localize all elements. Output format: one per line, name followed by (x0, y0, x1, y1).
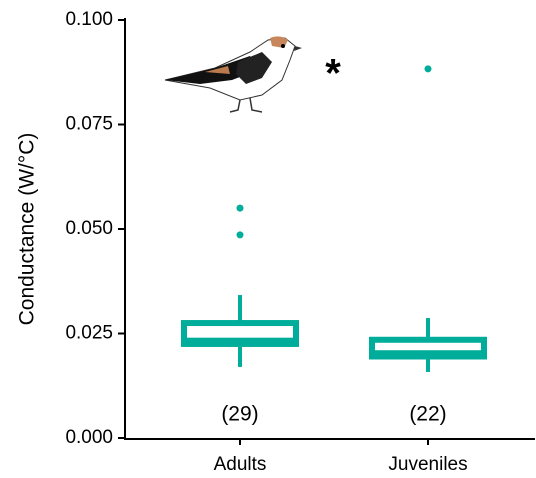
x-tick-label: Adults (214, 454, 267, 475)
count-label: (22) (409, 403, 446, 426)
median (372, 350, 484, 357)
significance: * (325, 52, 341, 96)
y-tick-label: 0.100 (65, 9, 113, 30)
y-tick-label: 0.075 (65, 114, 113, 135)
outlier (424, 65, 432, 73)
count-label: (29) (221, 403, 258, 426)
outlier (236, 204, 244, 212)
y-axis-label: Conductance (W/°C) (16, 133, 39, 326)
median (184, 337, 296, 344)
y-tick-label: 0.000 (65, 427, 113, 448)
outlier (236, 231, 244, 239)
y-tick-label: 0.050 (65, 218, 113, 239)
y-tick-label: 0.025 (65, 323, 113, 344)
x-tick-label: Juveniles (388, 454, 467, 475)
bird-icon (164, 36, 302, 113)
